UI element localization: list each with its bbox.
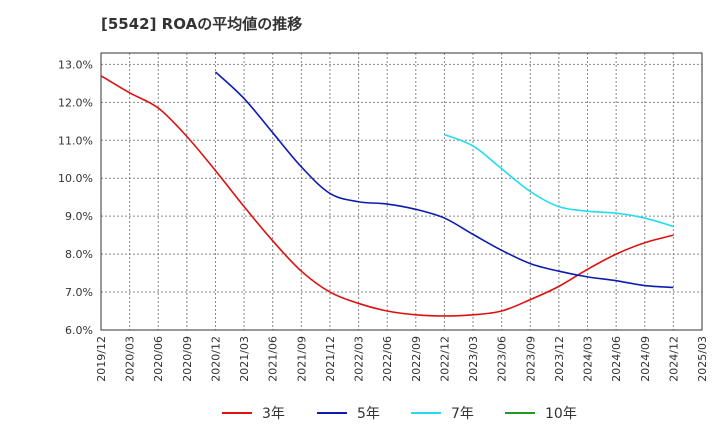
x-tick-label: 2022/03 — [353, 336, 366, 382]
x-tick-label: 2023/09 — [524, 336, 537, 382]
x-tick-label: 2020/06 — [152, 336, 165, 382]
grid-layer — [100, 53, 703, 331]
x-tick-label: 2021/12 — [324, 336, 337, 382]
x-tick-label: 2020/12 — [209, 336, 222, 382]
axis-layer: 6.0% 7.0% 8.0% 9.0% 10.0% 11.0% 12.0% 13.0% 2019… — [58, 52, 709, 382]
y-tick-label: 8.0% — [65, 248, 93, 261]
legend-layer: 3年 5年 7年 10年 — [222, 406, 577, 422]
y-tick-label: 9.0% — [65, 210, 93, 223]
y-tick-label: 11.0% — [58, 134, 93, 147]
x-tick-label: 2025/03 — [696, 336, 709, 382]
series-line-1 — [100, 75, 674, 317]
x-tick-label: 2020/03 — [124, 336, 137, 382]
x-tick-label: 2021/09 — [295, 336, 308, 382]
chart-title: [5542] ROAの平均値の推移 — [101, 15, 303, 33]
x-tick-label: 2023/03 — [467, 336, 480, 382]
x-tick-label: 2024/09 — [639, 336, 652, 382]
y-tick-label: 13.0% — [58, 58, 93, 71]
y-tick-label: 6.0% — [65, 324, 93, 337]
series-line-2 — [214, 71, 674, 289]
series-layer — [100, 71, 674, 317]
x-tick-label: 2022/12 — [438, 336, 451, 382]
plot-area — [101, 53, 702, 330]
x-tick-label: 2024/03 — [582, 336, 595, 382]
legend-label-4: 10年 — [545, 406, 577, 422]
x-tick-label: 2022/09 — [410, 336, 423, 382]
y-tick-label: 12.0% — [58, 96, 93, 109]
series-line-3 — [444, 133, 674, 228]
x-tick-label: 2023/06 — [496, 336, 509, 382]
x-tick-label: 2023/12 — [553, 336, 566, 382]
x-tick-label: 2020/09 — [181, 336, 194, 382]
x-tick-label: 2024/12 — [667, 336, 680, 382]
legend-label-2: 5年 — [357, 406, 380, 422]
legend-label-3: 7年 — [451, 406, 474, 422]
x-tick-label: 2022/06 — [381, 336, 394, 382]
x-tick-label: 2019/12 — [95, 336, 108, 382]
x-tick-label: 2024/06 — [610, 336, 623, 382]
plot-border — [100, 52, 703, 331]
legend-label-1: 3年 — [262, 406, 285, 422]
x-tick-label: 2021/06 — [267, 336, 280, 382]
y-tick-label: 10.0% — [58, 172, 93, 185]
y-tick-label: 7.0% — [65, 286, 93, 299]
x-tick-label: 2021/03 — [238, 336, 251, 382]
